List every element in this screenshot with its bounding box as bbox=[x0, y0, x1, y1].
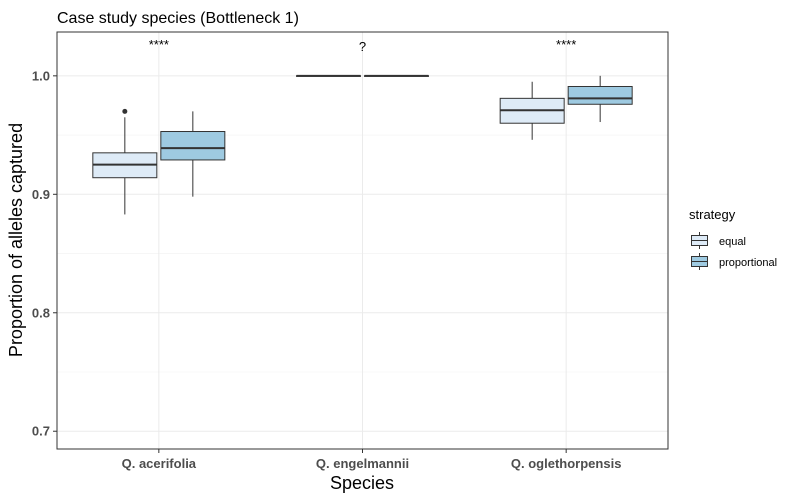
boxplot-proportional bbox=[160, 111, 226, 197]
x-tick-label: Q. oglethorpensis bbox=[511, 456, 622, 471]
boxplot-proportional bbox=[567, 75, 633, 123]
significance-labels: ****? **** bbox=[149, 37, 577, 54]
y-tick-label: 0.7 bbox=[32, 424, 50, 439]
y-axis: 0.7 0.8 0.9 1.0 bbox=[32, 68, 57, 439]
outlier-point bbox=[122, 108, 128, 114]
x-tick-label: Q. acerifolia bbox=[122, 456, 197, 471]
legend: strategy equal proportional bbox=[689, 207, 777, 271]
box bbox=[160, 131, 226, 161]
y-tick-label: 0.8 bbox=[32, 305, 50, 320]
x-axis: Q. acerifolia Q. engelmannii Q. oglethorpe… bbox=[122, 449, 622, 471]
boxplot-proportional bbox=[364, 74, 429, 77]
box bbox=[567, 85, 633, 105]
legend-item-equal: equal bbox=[689, 231, 746, 250]
significance-label: **** bbox=[149, 37, 169, 52]
boxplot-equal bbox=[499, 81, 565, 140]
grid bbox=[57, 32, 668, 449]
legend-item-proportional: proportional bbox=[689, 252, 777, 271]
chart-title: Case study species (Bottleneck 1) bbox=[57, 10, 299, 27]
y-tick-label: 0.9 bbox=[32, 187, 50, 202]
boxplot-equal bbox=[92, 108, 158, 215]
significance-label: ? bbox=[359, 39, 366, 54]
y-axis-title: Proportion of alleles captured bbox=[6, 123, 26, 357]
significance-label: **** bbox=[556, 37, 576, 52]
x-axis-title: Species bbox=[330, 473, 394, 493]
x-tick-label: Q. engelmannii bbox=[316, 456, 409, 471]
boxplot-equal bbox=[296, 74, 361, 77]
legend-title: strategy bbox=[689, 207, 736, 222]
legend-label: proportional bbox=[719, 257, 777, 269]
y-tick-label: 1.0 bbox=[32, 68, 50, 83]
boxplots bbox=[92, 74, 633, 215]
legend-label: equal bbox=[719, 236, 746, 248]
